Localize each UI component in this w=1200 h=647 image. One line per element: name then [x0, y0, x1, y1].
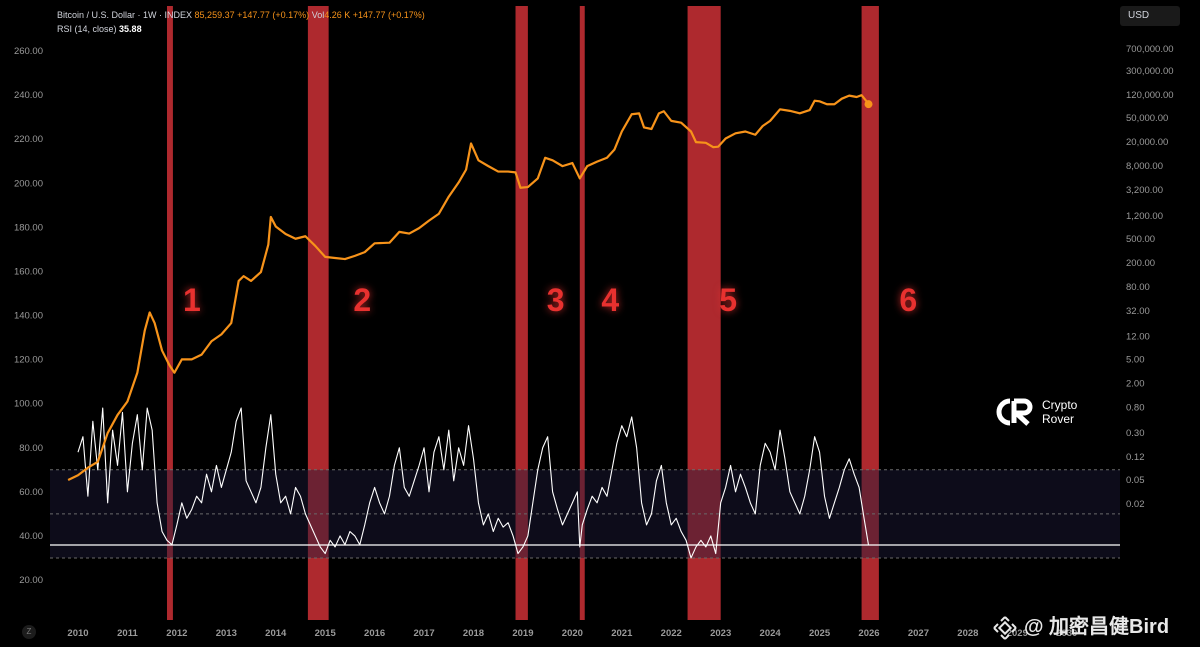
price-last-point: [864, 100, 873, 109]
right-tick-label: 700,000.00: [1126, 44, 1174, 55]
x-tick-label: 2010: [67, 628, 88, 639]
brand-line-1: Crypto: [1042, 398, 1078, 412]
left-tick-label: 200.00: [14, 178, 43, 189]
x-tick-label: 2028: [957, 628, 978, 639]
right-tick-label: 0.30: [1126, 428, 1145, 439]
brand-name: Crypto Rover: [1042, 398, 1077, 426]
right-tick-label: 5.00: [1126, 354, 1145, 365]
right-tick-label: 8,000.00: [1126, 161, 1163, 172]
chart-legend: Bitcoin / U.S. Dollar · 1W · INDEX 85,25…: [57, 10, 425, 20]
legend-symbol: Bitcoin / U.S. Dollar · 1W · INDEX: [57, 10, 193, 20]
left-tick-label: 60.00: [19, 487, 43, 498]
right-tick-label: 0.02: [1126, 499, 1145, 510]
highlight-band-1: [166, 6, 173, 620]
right-tick-label: 20,000.00: [1126, 137, 1168, 148]
x-tick-label: 2020: [562, 628, 583, 639]
band-label-2: 2: [353, 282, 371, 318]
right-tick-label: 500.00: [1126, 234, 1155, 245]
x-tick-label: 2011: [117, 628, 138, 639]
right-tick-label: 12.00: [1126, 331, 1150, 342]
band-label-3: 3: [547, 282, 565, 318]
band-label-6: 6: [899, 282, 917, 318]
x-tick-label: 2029: [1007, 628, 1028, 639]
highlight-bands: [166, 6, 879, 620]
left-tick-label: 260.00: [14, 46, 43, 57]
legend-price: 85,259.37: [194, 10, 235, 20]
legend-vol-value: 4.26 K: [324, 10, 351, 20]
left-tick-label: 220.00: [14, 134, 43, 145]
left-tick-label: 120.00: [14, 355, 43, 366]
left-tick-label: 140.00: [14, 311, 43, 322]
right-axis: 700,000.00 300,000.00 120,000.00 50,000.00 2…: [1126, 44, 1174, 510]
left-tick-label: 160.00: [14, 266, 43, 277]
binance-logo-icon: [993, 616, 1017, 640]
x-tick-label: 2012: [166, 628, 187, 639]
rsi-legend: RSI (14, close) 35.88: [57, 24, 142, 34]
right-tick-label: 80.00: [1126, 282, 1150, 293]
x-tick-label: 2025: [809, 628, 831, 639]
price-line: [67, 94, 870, 481]
highlight-band-5: [687, 6, 721, 620]
left-tick-label: 100.00: [14, 399, 43, 410]
right-tick-label: 32.00: [1126, 306, 1150, 317]
band-label-5: 5: [719, 282, 737, 318]
price-series: [67, 94, 873, 481]
x-tick-label: 2027: [908, 628, 929, 639]
x-tick-label: 2013: [216, 628, 237, 639]
legend-vol-change: +147.77 (+0.17%): [352, 10, 425, 20]
rsi-legend-label: RSI (14, close): [57, 24, 117, 34]
left-tick-label: 240.00: [14, 90, 43, 101]
x-tick-label: 2026: [858, 628, 879, 639]
x-tick-label: 2024: [760, 628, 782, 639]
x-tick-label: 2015: [315, 628, 337, 639]
x-tick-label: 2014: [265, 628, 287, 639]
band-label-1: 1: [183, 282, 201, 318]
watermark-text: @ 加密昌健Bird: [1024, 616, 1170, 638]
x-tick-label: 2023: [710, 628, 731, 639]
right-tick-label: 120,000.00: [1126, 90, 1174, 101]
x-tick-label: 2016: [364, 628, 385, 639]
x-tick-label: 2018: [463, 628, 484, 639]
currency-button[interactable]: USD: [1120, 6, 1180, 26]
highlight-band-4: [579, 6, 585, 620]
x-tick-label: 2019: [512, 628, 533, 639]
reset-zoom-button[interactable]: Z: [22, 625, 36, 639]
left-tick-label: 80.00: [19, 443, 43, 454]
rsi-line: [77, 407, 870, 559]
rsi-series: [77, 407, 870, 559]
right-tick-label: 200.00: [1126, 258, 1155, 269]
x-axis: 2010 2011 2012 2013 2014 2015 2016 2017 2018 2019…: [67, 628, 1077, 639]
right-tick-label: 50,000.00: [1126, 113, 1168, 124]
legend-change: +147.77 (+0.17%): [237, 10, 310, 20]
rsi-zone: [50, 469, 1120, 559]
x-tick-label: 2017: [413, 628, 434, 639]
brand-line-2: Rover: [1042, 412, 1075, 426]
left-tick-label: 40.00: [19, 531, 43, 542]
right-tick-label: 2.00: [1126, 378, 1145, 389]
x-tick-label: 2022: [661, 628, 682, 639]
highlight-band-2: [307, 6, 329, 620]
x-tick-label: 2021: [611, 628, 633, 639]
right-tick-label: 0.05: [1126, 475, 1145, 486]
crypto-rover-logo-icon: [996, 398, 1033, 426]
left-axis: 20.00 40.00 60.00 80.00 100.00 120.00 140.00 16…: [14, 46, 43, 586]
legend-vol-label: Vol: [311, 10, 325, 20]
rsi-legend-value: 35.88: [119, 24, 142, 34]
band-label-4: 4: [601, 282, 619, 318]
right-tick-label: 1,200.00: [1126, 211, 1163, 222]
x-tick-label: 2030: [1056, 628, 1077, 639]
highlight-band-3: [515, 6, 528, 620]
right-tick-label: 0.12: [1126, 452, 1145, 463]
watermark: @ 加密昌健Bird: [992, 610, 1169, 641]
right-tick-label: 300,000.00: [1126, 66, 1174, 77]
highlight-band-6: [861, 6, 879, 620]
left-tick-label: 180.00: [14, 222, 43, 233]
right-tick-label: 0.80: [1126, 402, 1145, 413]
left-tick-label: 20.00: [19, 575, 43, 586]
right-tick-label: 3,200.00: [1126, 185, 1163, 196]
